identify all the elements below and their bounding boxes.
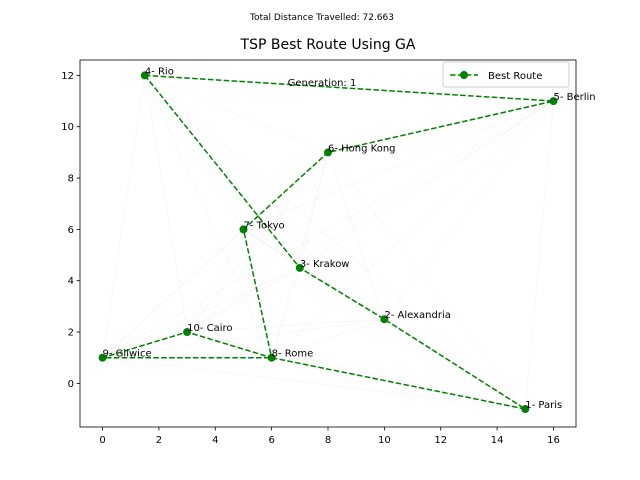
legend-label: Best Route — [488, 71, 542, 82]
background-edge — [187, 331, 272, 358]
background-edge — [243, 229, 272, 358]
plot-frame — [79, 59, 577, 428]
legend-box — [442, 61, 570, 88]
background-edge — [187, 319, 385, 333]
background-edge — [102, 357, 526, 410]
background-edge — [187, 331, 526, 410]
x-tick-label: 0 — [99, 435, 105, 446]
x-tick-label: 10 — [378, 435, 391, 446]
x-tick-label: 14 — [491, 435, 504, 446]
city-label: 6- Hong Kong — [328, 143, 396, 154]
x-tick-label: 2 — [156, 435, 162, 446]
y-tick-label: 2 — [68, 328, 74, 339]
axes: 0 2 4 6 8 10 12 14 16 0 2 4 6 8 10 12 — [61, 59, 577, 446]
y-tick-label: 8 — [68, 174, 74, 185]
background-edge — [327, 152, 526, 410]
city-labels: 1- Paris 2- Alexandria 3- Krakow 4- Rio 5- B… — [103, 66, 596, 411]
background-edge — [186, 100, 554, 333]
city-label: 2- Alexandria — [384, 310, 451, 321]
background-edges — [102, 75, 554, 410]
y-tick-label: 12 — [61, 71, 74, 82]
generation-annotation: Generation: 1 — [288, 78, 357, 89]
city-marker — [295, 263, 304, 272]
background-edge — [144, 75, 188, 333]
background-edge — [144, 75, 244, 230]
city-label: 8- Rome — [272, 349, 314, 360]
city-marker — [140, 71, 149, 80]
x-tick-label: 6 — [268, 435, 274, 446]
background-edge — [299, 152, 329, 268]
route-line — [102, 74, 554, 410]
background-edge — [243, 229, 300, 269]
background-edge — [144, 75, 526, 410]
background-edge — [186, 267, 300, 333]
city-marker — [183, 328, 192, 337]
background-edge — [102, 229, 244, 358]
best-route-path — [102, 74, 554, 410]
background-edge — [144, 75, 385, 320]
city-marker — [267, 353, 276, 362]
city-label: 1- Paris — [525, 400, 562, 411]
y-tick-label: 4 — [68, 276, 74, 287]
background-edge — [271, 152, 329, 358]
x-tick-label: 16 — [547, 435, 560, 446]
city-label: 3- Krakow — [300, 259, 350, 270]
city-marker — [521, 405, 530, 414]
background-edge — [271, 267, 301, 358]
background-edge — [102, 100, 554, 358]
city-label: 4- Rio — [145, 66, 174, 77]
background-edge — [144, 75, 272, 358]
background-edge — [186, 152, 329, 333]
city-label: 5- Berlin — [553, 92, 595, 103]
background-edge — [243, 229, 526, 410]
x-tick-label: 12 — [434, 435, 447, 446]
city-marker — [98, 353, 107, 362]
background-edge — [102, 75, 146, 358]
x-tick-label: 4 — [212, 435, 218, 446]
y-tick-label: 0 — [68, 379, 74, 390]
background-edge — [525, 101, 554, 410]
background-edge — [299, 100, 554, 269]
background-edge — [144, 75, 329, 153]
background-edge — [102, 267, 300, 358]
background-edge — [384, 100, 554, 320]
city-label: 7- Tokyo — [243, 220, 284, 231]
background-edge — [243, 100, 554, 230]
city-markers — [98, 71, 558, 414]
chart-title: TSP Best Route Using GA — [240, 37, 416, 53]
background-edge — [299, 267, 526, 410]
x-tick-label: 8 — [325, 435, 331, 446]
background-edge — [327, 152, 385, 320]
background-edge — [271, 100, 554, 358]
y-tick-label: 6 — [68, 225, 74, 236]
city-marker — [324, 148, 332, 157]
city-label: 9- Gliwice — [103, 349, 152, 360]
city-marker — [549, 97, 558, 106]
city-label: 10- Cairo — [187, 323, 232, 334]
y-tick-label: 10 — [61, 122, 74, 133]
city-marker — [380, 315, 389, 324]
city-marker — [239, 225, 248, 234]
chart-suptitle: Total Distance Travelled: 72.663 — [249, 13, 394, 23]
background-edge — [186, 229, 244, 333]
legend: Best Route — [442, 61, 570, 88]
legend-marker — [460, 71, 468, 79]
